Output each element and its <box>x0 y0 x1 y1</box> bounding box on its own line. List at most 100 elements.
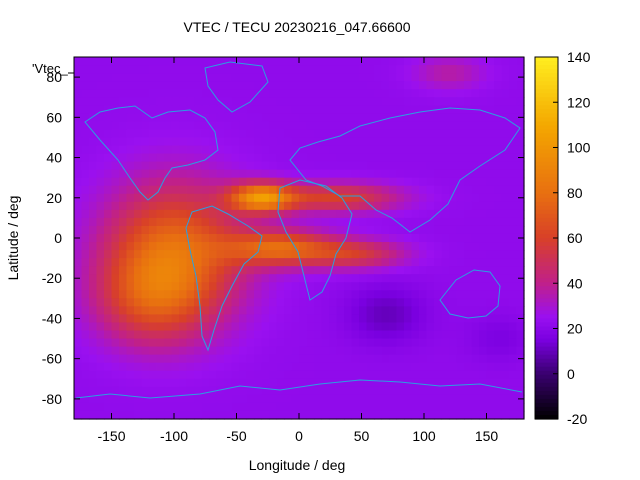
heatmap-cell <box>306 314 315 324</box>
heatmap-cell <box>246 354 255 364</box>
heatmap-cell <box>351 89 360 98</box>
heatmap-cell <box>516 81 525 90</box>
heatmap-cell <box>224 177 233 187</box>
heatmap-cell <box>171 225 180 235</box>
heatmap-cell <box>119 225 128 235</box>
heatmap-cell <box>456 233 465 243</box>
heatmap-cell <box>246 330 255 340</box>
heatmap-cell <box>359 402 368 412</box>
heatmap-cell <box>171 57 180 66</box>
heatmap-cell <box>434 193 443 203</box>
heatmap-cell <box>351 121 360 130</box>
y-tick-label: 0 <box>54 230 62 246</box>
y-tick-label: 80 <box>46 69 62 85</box>
heatmap-cell <box>501 282 510 291</box>
heatmap-cell <box>374 153 383 163</box>
heatmap-cell <box>509 306 518 316</box>
heatmap-cell <box>389 354 398 364</box>
heatmap-cell <box>389 402 398 412</box>
heatmap-cell <box>366 258 375 267</box>
heatmap-cell <box>381 169 390 179</box>
heatmap-cell <box>359 354 368 364</box>
heatmap-cell <box>404 169 413 179</box>
heatmap-cell <box>329 89 338 98</box>
heatmap-cell <box>314 242 323 251</box>
heatmap-cell <box>74 370 83 380</box>
heatmap-cell <box>89 410 98 420</box>
heatmap-cell <box>426 370 435 380</box>
heatmap-cell <box>216 177 225 187</box>
heatmap-cell <box>126 153 135 163</box>
heatmap-cell <box>291 89 300 98</box>
heatmap-cell <box>509 65 518 74</box>
heatmap-cell <box>389 193 398 203</box>
heatmap-cell <box>336 185 345 195</box>
heatmap-cell <box>254 105 263 114</box>
heatmap-cell <box>209 177 218 187</box>
heatmap-cell <box>329 250 338 259</box>
heatmap-cell <box>74 338 83 348</box>
heatmap-cell <box>284 113 293 122</box>
heatmap-cell <box>81 386 90 396</box>
heatmap-cell <box>194 378 203 388</box>
heatmap-cell <box>441 330 450 340</box>
heatmap-cell <box>411 306 420 316</box>
colorbar-band <box>535 262 558 267</box>
heatmap-cell <box>276 177 285 187</box>
heatmap-cell <box>449 145 458 155</box>
heatmap-cell <box>314 322 323 332</box>
heatmap-cell <box>209 137 218 147</box>
heatmap-cell <box>89 402 98 412</box>
heatmap-cell <box>74 145 83 155</box>
heatmap-cell <box>396 338 405 348</box>
heatmap-cell <box>479 65 488 74</box>
heatmap-cell <box>464 394 473 404</box>
heatmap-cell <box>344 362 353 372</box>
heatmap-cell <box>164 201 173 211</box>
heatmap-cell <box>456 314 465 324</box>
heatmap-cell <box>291 354 300 364</box>
heatmap-cell <box>351 242 360 251</box>
heatmap-cell <box>366 201 375 211</box>
heatmap-cell <box>81 402 90 412</box>
heatmap-cell <box>359 290 368 299</box>
heatmap-cell <box>186 153 195 163</box>
heatmap-cell <box>179 370 188 380</box>
heatmap-cell <box>284 314 293 324</box>
heatmap-cell <box>291 306 300 316</box>
heatmap-cell <box>329 209 338 219</box>
colorbar-band <box>535 161 558 167</box>
heatmap-cell <box>404 73 413 82</box>
heatmap-cell <box>89 274 98 283</box>
colorbar-band <box>535 173 558 179</box>
heatmap-cell <box>299 209 308 219</box>
heatmap-cell <box>269 290 278 299</box>
heatmap-cell <box>89 169 98 179</box>
heatmap-cell <box>389 250 398 259</box>
heatmap-cell <box>404 217 413 227</box>
heatmap-cell <box>74 97 83 106</box>
heatmap-cell <box>89 73 98 82</box>
heatmap-cell <box>494 193 503 203</box>
heatmap-cell <box>419 217 428 227</box>
heatmap-cell <box>411 282 420 291</box>
heatmap-cell <box>359 370 368 380</box>
heatmap-cell <box>321 137 330 147</box>
heatmap-cell <box>329 121 338 130</box>
heatmap-cell <box>179 121 188 130</box>
heatmap-cell <box>456 225 465 235</box>
heatmap-cell <box>276 169 285 179</box>
heatmap-cell <box>321 57 330 66</box>
heatmap-cell <box>374 193 383 203</box>
heatmap-cell <box>449 233 458 243</box>
heatmap-cell <box>411 169 420 179</box>
heatmap-cell <box>186 370 195 380</box>
heatmap-cell <box>464 354 473 364</box>
heatmap-cell <box>381 242 390 251</box>
heatmap-cell <box>224 402 233 412</box>
heatmap-cell <box>164 105 173 114</box>
heatmap-cell <box>179 282 188 291</box>
heatmap-cell <box>374 378 383 388</box>
heatmap-cell <box>254 177 263 187</box>
heatmap-cell <box>359 65 368 74</box>
